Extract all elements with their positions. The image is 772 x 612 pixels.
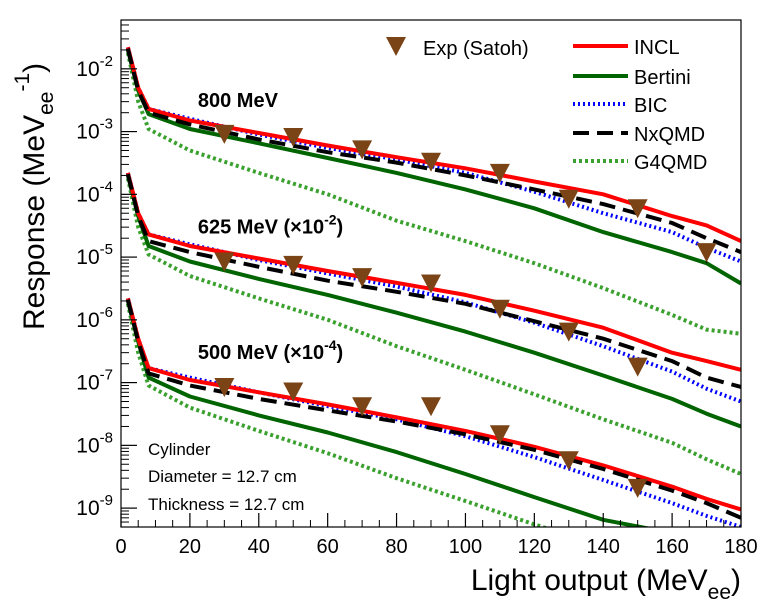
legend-exp-label: Exp (Satoh) [423,38,529,60]
exp-marker-group-0-1 [283,127,304,147]
exp-marker-group-1-0 [214,252,235,272]
x-tick-label: 20 [179,536,201,558]
exp-marker-group-1-4 [489,299,510,319]
curve-incl-group-0 [125,46,741,243]
experiment-marker-layer [214,124,717,498]
exp-marker-group-0-2 [352,140,373,160]
x-axis-title-sub: ee [708,581,731,604]
exp-marker-group-1-6 [627,357,648,377]
curve-nxqmd-group-1 [125,173,741,389]
group-label-1: 625 MeV (×10-2) [198,211,343,238]
group-label-2: 500 MeV (×10-4) [198,337,343,364]
exp-marker-group-2-1 [283,382,304,402]
exp-marker-group-2-3 [421,397,441,417]
x-tick-label: 40 [248,536,270,558]
exp-marker-group-2-6 [627,478,648,498]
plot-area: 0 20 40 60 80 100 120 140 160 180 10-910-810-710-… [76,19,758,558]
exp-marker-group-2-4 [489,425,510,445]
y-axis-title-main: Response (MeV [18,115,51,330]
x-axis-title-main: Light output (MeV [471,564,708,597]
y-tick-label: 10-7 [76,367,113,395]
annotation-diameter: Diameter = 12.7 cm [148,467,297,486]
exp-marker-group-1-2 [352,268,373,288]
x-axis: 0 20 40 60 80 100 120 140 160 180 [115,513,758,558]
exp-marker-group-2-5 [558,451,579,471]
x-tick-label: 120 [518,536,551,558]
annotation-shape: Cylinder [148,440,211,459]
series-layer [125,46,741,527]
curve-nxqmd-group-2 [125,299,741,520]
exp-marker-group-2-0 [214,378,235,398]
exp-marker-group-2-2 [352,397,373,417]
exp-marker-group-0-3 [421,152,441,172]
x-tick-label: 180 [724,536,757,558]
x-axis-title-tail: ) [731,564,741,597]
legend-g4qmd-label: G4QMD [634,152,707,174]
y-tick-label: 10-5 [76,241,113,269]
x-tick-label: 100 [449,536,482,558]
exp-marker-group-0-6 [627,199,648,219]
y-axis-title: Response (MeVee-1) [11,63,58,330]
svg-text:Response (MeVee-1): Response (MeVee-1) [11,63,58,330]
group-labels: 800 MeV 625 MeV (×10-2) 500 MeV (×10-4) [198,90,343,364]
x-tick-label: 60 [317,536,339,558]
curve-g4qmd-group-1 [125,177,741,476]
exp-marker-group-0-7 [696,243,717,263]
exp-marker-group-0-0 [214,124,235,144]
annotation-thickness: Thickness = 12.7 cm [148,495,304,514]
exp-marker-group-1-5 [558,322,579,342]
legend-exp-symbol [386,37,406,56]
x-tick-label: 160 [655,536,688,558]
legend-nxqmd-label: NxQMD [634,124,705,146]
x-tick-label: 0 [115,536,126,558]
y-tick-label: 10-2 [76,53,113,81]
x-tick-label: 80 [385,536,407,558]
geometry-annotation: Cylinder Diameter = 12.7 cm Thickness = … [148,440,304,514]
y-tick-label: 10-9 [76,492,113,520]
x-tick-label: 140 [587,536,620,558]
y-axis-title-sub: ee [35,92,58,115]
curve-bertini-group-0 [125,49,741,286]
exp-marker-group-1-1 [283,255,304,275]
curve-bertini-group-1 [125,174,741,429]
exp-marker-group-1-3 [421,274,441,294]
exp-marker-group-0-4 [489,163,510,183]
legend: Exp (Satoh) INCL Bertini BIC NxQMD G4QMD [386,37,707,174]
curve-g4qmd-group-2 [125,303,550,527]
x-axis-title: Light output (MeVee) [471,564,741,604]
curve-incl-group-2 [125,297,741,512]
curve-g4qmd-group-0 [125,52,741,336]
y-axis-title-tail: ) [18,63,51,73]
group-label-0: 800 MeV [198,90,279,112]
curve-incl-group-1 [125,172,741,372]
y-axis: 10-9 10-8 10-7 10-6 10-5 10-4 10-3 10-2 [76,19,137,528]
curve-bertini-group-2 [125,300,652,527]
curve-nxqmd-group-0 [125,48,741,254]
y-tick-label: 10-8 [76,429,113,457]
legend-bic-label: BIC [634,95,667,117]
exp-marker-group-0-5 [558,189,579,209]
legend-bertini-label: Bertini [634,67,691,89]
svg-text:Light output (MeVee): Light output (MeVee) [471,564,741,604]
y-axis-title-sup: -1 [11,73,34,92]
legend-incl-label: INCL [634,37,680,59]
y-tick-label: 10-3 [76,116,113,144]
y-tick-label: 10-6 [76,304,113,332]
y-tick-label: 10-4 [76,178,113,206]
